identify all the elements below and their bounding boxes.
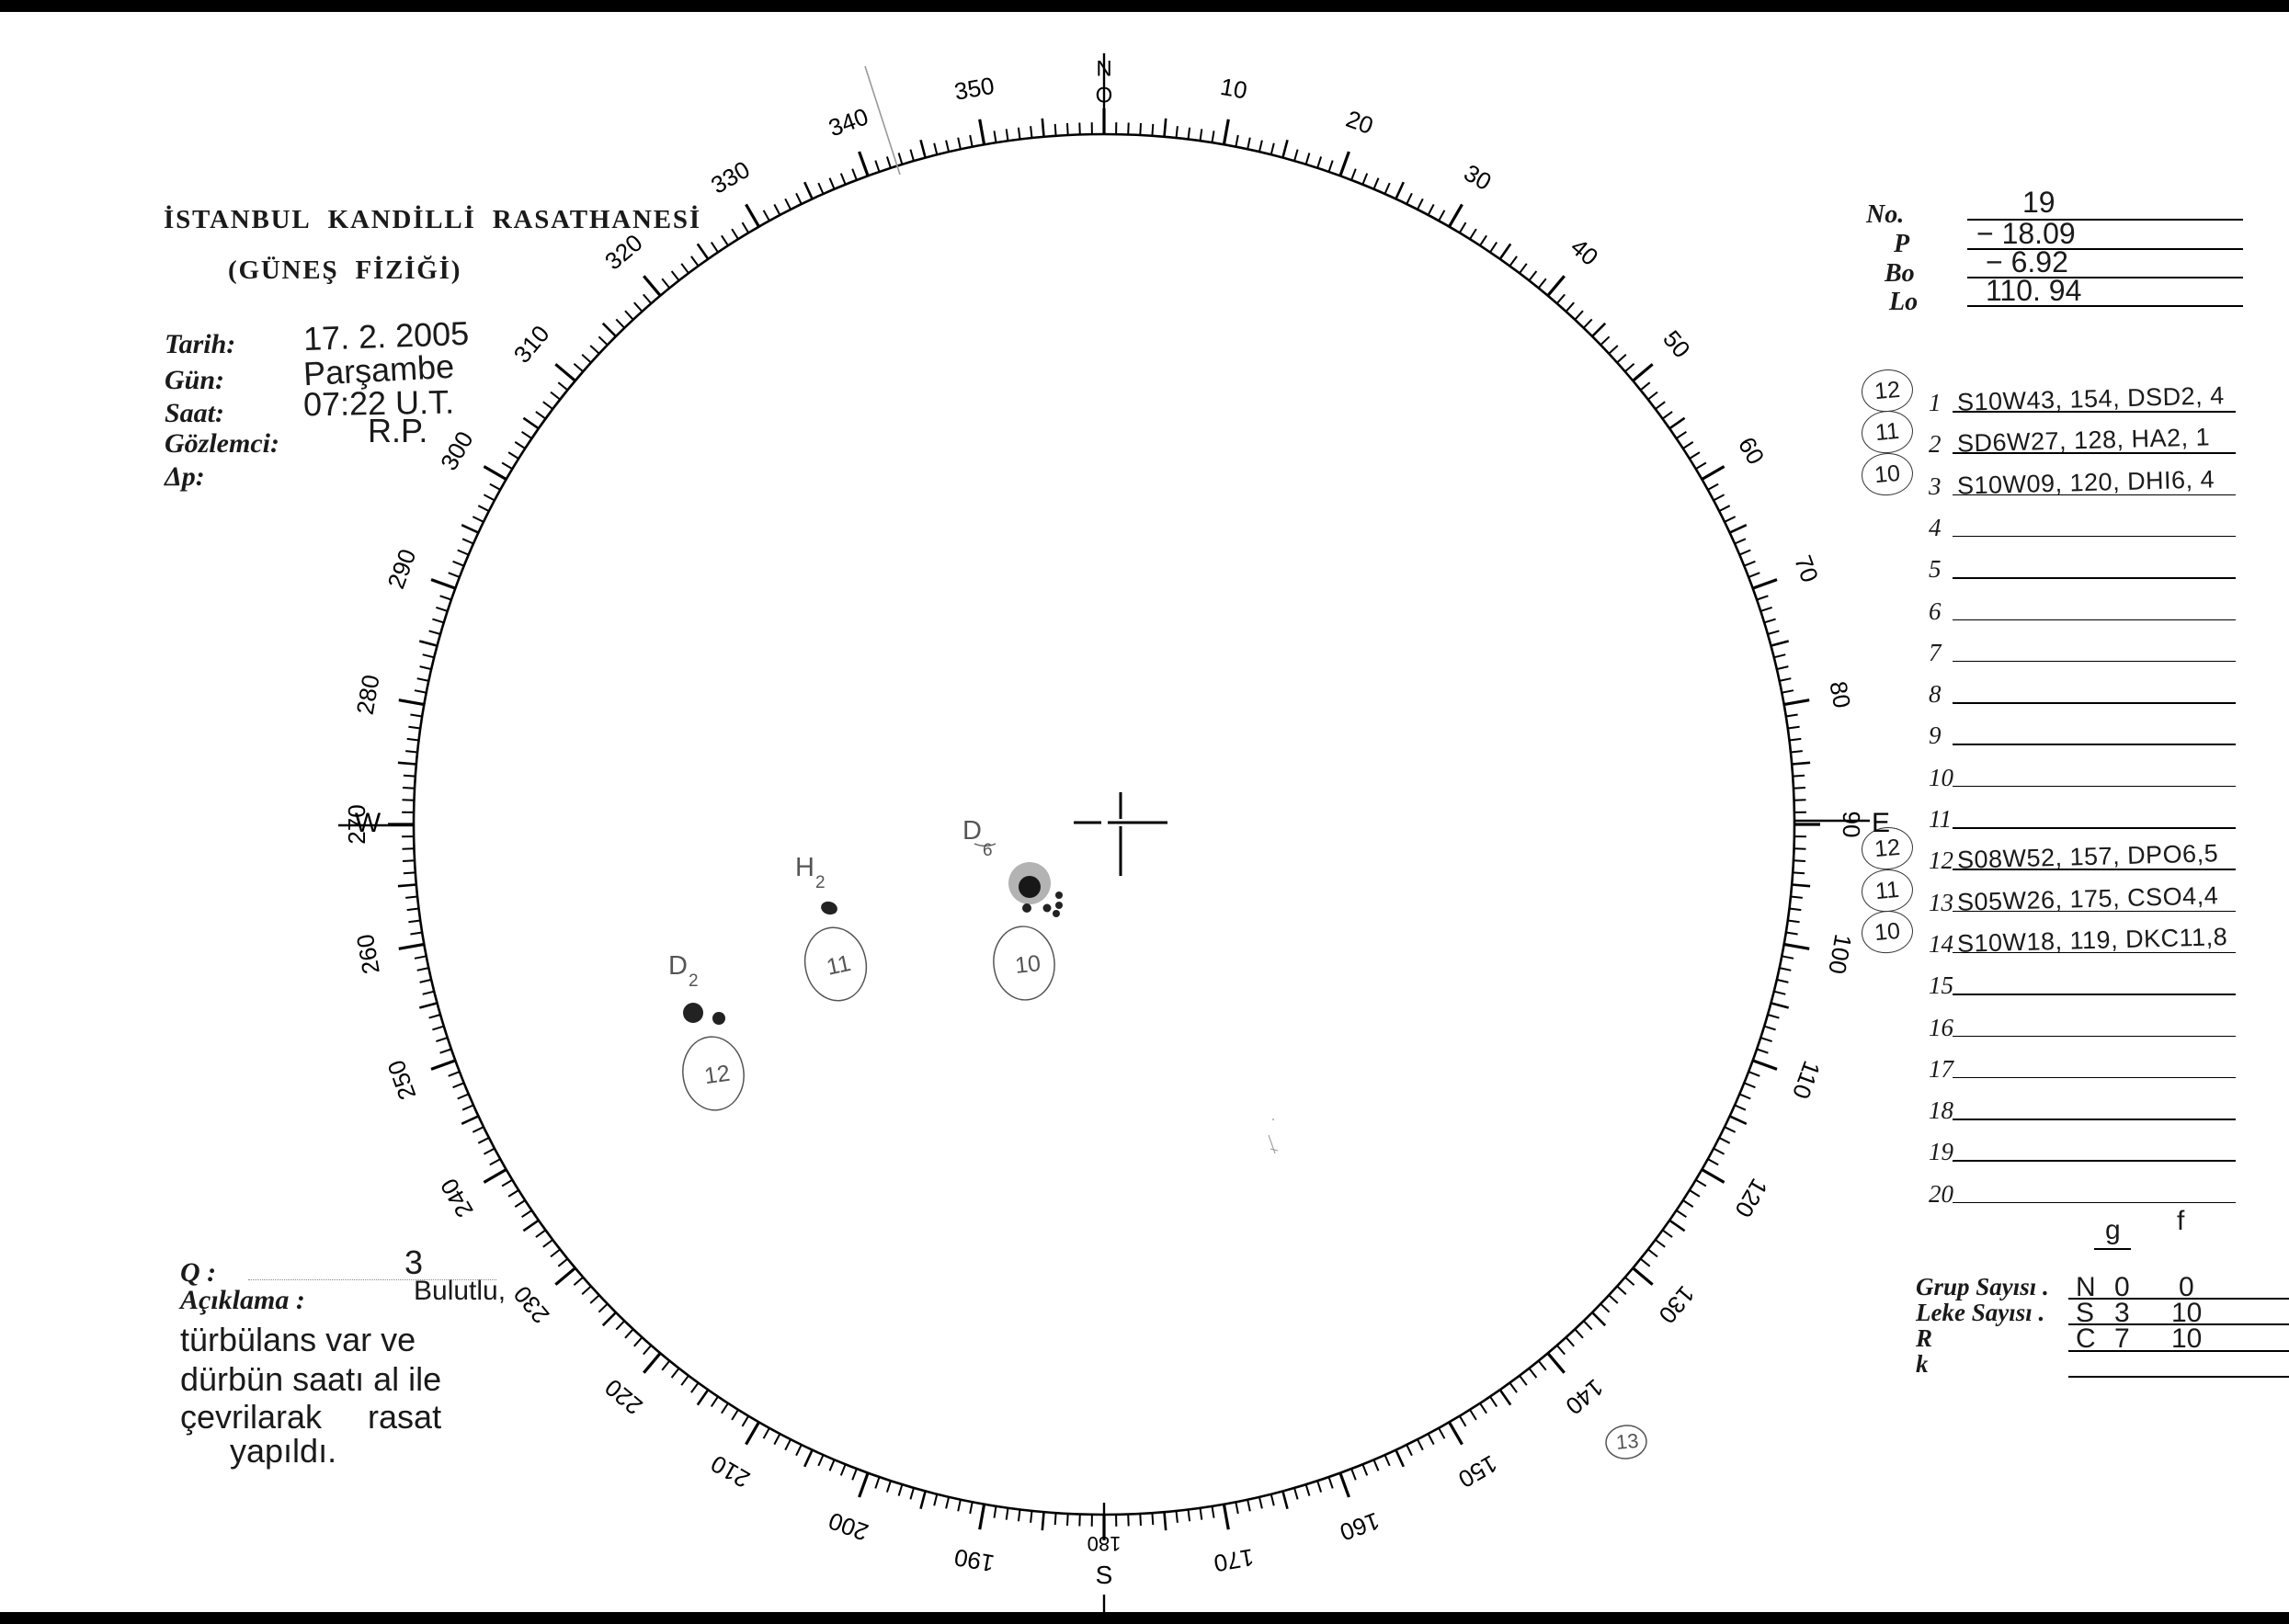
svg-text:50: 50 xyxy=(1657,325,1696,363)
svg-text:10: 10 xyxy=(1218,73,1249,105)
svg-text:130: 130 xyxy=(1653,1280,1700,1329)
svg-text:260: 260 xyxy=(351,932,385,976)
svg-text:30: 30 xyxy=(1460,159,1497,196)
svg-text:E: E xyxy=(1872,808,1890,838)
svg-text:70: 70 xyxy=(1789,551,1824,585)
svg-text:12: 12 xyxy=(702,1061,731,1090)
svg-text:180: 180 xyxy=(1088,1532,1122,1555)
svg-text:D: D xyxy=(962,816,982,846)
svg-text:210: 210 xyxy=(706,1449,755,1493)
svg-text:2: 2 xyxy=(815,873,826,892)
svg-text:230: 230 xyxy=(508,1280,555,1329)
svg-text:S: S xyxy=(1096,1561,1113,1589)
svg-text:80: 80 xyxy=(1825,679,1857,710)
svg-text:40: 40 xyxy=(1566,233,1603,271)
svg-text:11: 11 xyxy=(825,950,853,981)
svg-text:300: 300 xyxy=(435,426,479,475)
svg-text:200: 200 xyxy=(825,1507,871,1547)
svg-text:150: 150 xyxy=(1453,1449,1502,1493)
svg-text:340: 340 xyxy=(825,102,871,142)
svg-text:250: 250 xyxy=(382,1057,421,1104)
svg-text:120: 120 xyxy=(1729,1174,1773,1222)
svg-text:90: 90 xyxy=(1838,812,1865,838)
svg-text:H: H xyxy=(795,853,814,882)
svg-text:290: 290 xyxy=(382,545,421,592)
svg-text:330: 330 xyxy=(706,155,755,199)
svg-text:20: 20 xyxy=(1342,105,1376,140)
svg-text:D: D xyxy=(668,951,688,981)
svg-text:13: 13 xyxy=(1615,1429,1640,1454)
svg-text:110: 110 xyxy=(1787,1058,1826,1103)
svg-text:10: 10 xyxy=(1014,950,1042,979)
svg-text:350: 350 xyxy=(952,72,996,106)
svg-text:270: 270 xyxy=(343,804,370,844)
svg-text:220: 220 xyxy=(599,1373,648,1420)
svg-text:140: 140 xyxy=(1560,1373,1609,1420)
svg-text:170: 170 xyxy=(1212,1543,1256,1577)
svg-text:280: 280 xyxy=(351,673,385,717)
svg-text:6: 6 xyxy=(983,841,993,860)
svg-text:60: 60 xyxy=(1733,432,1770,469)
svg-text:240: 240 xyxy=(435,1174,479,1222)
svg-text:2: 2 xyxy=(689,971,699,991)
svg-text:160: 160 xyxy=(1337,1507,1384,1547)
svg-text:190: 190 xyxy=(952,1543,996,1577)
svg-text:310: 310 xyxy=(508,320,555,369)
svg-text:100: 100 xyxy=(1823,932,1857,976)
svg-text:320: 320 xyxy=(599,229,648,276)
